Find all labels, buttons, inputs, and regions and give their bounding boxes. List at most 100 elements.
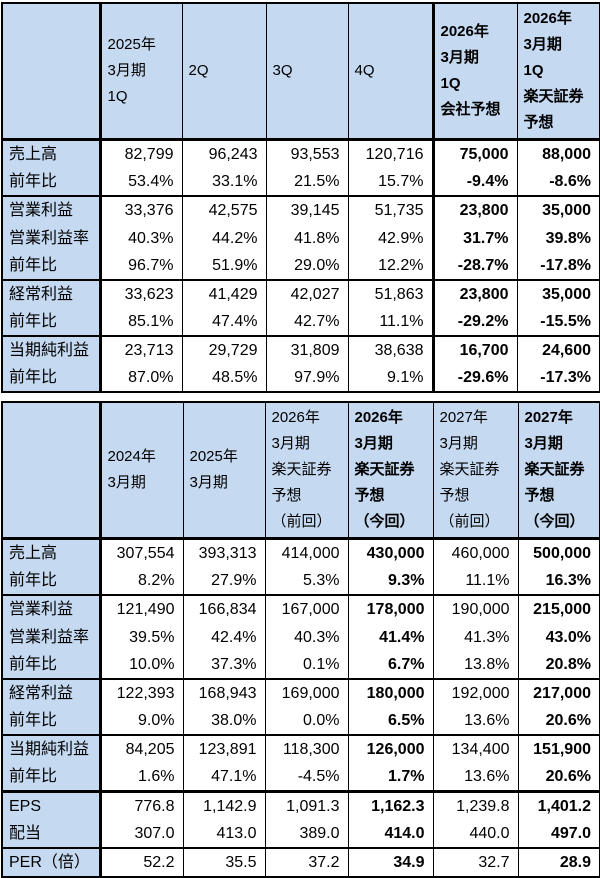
- value-cell: 123,891: [182, 734, 265, 763]
- value-cell: -29.2%: [431, 308, 517, 336]
- column-header-cell: 2027年 3月期 楽天証券 予想 （今回）: [517, 402, 600, 540]
- table-row: 前年比 87.0% 48.5% 97.9% 9.1% -29.6% -17.3%: [2, 364, 600, 392]
- value-cell: 41.4%: [347, 623, 433, 651]
- value-cell: 9.3%: [347, 567, 433, 595]
- value-cell: 6.5%: [347, 707, 433, 735]
- row-label-cell: 売上高: [2, 537, 100, 567]
- value-cell: 23,800: [431, 195, 517, 224]
- row-label-cell: 当期純利益: [2, 734, 100, 763]
- value-cell: 51,735: [347, 195, 433, 224]
- table-row: 前年比 10.0% 37.3% 0.1% 6.7% 13.8% 20.8%: [2, 651, 600, 679]
- value-cell: 37.2: [264, 847, 348, 877]
- value-cell: 96,243: [181, 138, 266, 168]
- value-cell: 42,027: [265, 279, 348, 308]
- value-cell: 33,376: [98, 195, 182, 224]
- value-cell: 389.0: [264, 820, 348, 848]
- row-label-cell: 前年比: [2, 763, 100, 792]
- table-row: 配当 307.0 413.0 389.0 414.0 440.0 497.0: [2, 820, 600, 848]
- value-cell: 15.7%: [347, 168, 433, 196]
- value-cell: -4.5%: [264, 763, 348, 792]
- value-cell: 31,809: [265, 335, 348, 364]
- value-cell: 1,142.9: [182, 790, 265, 820]
- table-row: 前年比 9.0% 38.0% 0.0% 6.5% 13.6% 20.6%: [2, 707, 600, 735]
- value-cell: 118,300: [264, 734, 348, 763]
- value-cell: 167,000: [264, 594, 348, 623]
- value-cell: 776.8: [98, 790, 183, 820]
- value-cell: 23,800: [431, 279, 517, 308]
- value-cell: 178,000: [347, 594, 433, 623]
- table-row: 前年比 8.2% 27.9% 5.3% 9.3% 11.1% 16.3%: [2, 567, 600, 595]
- value-cell: 180,000: [347, 678, 433, 707]
- row-label-cell: 売上高: [2, 138, 100, 168]
- value-cell: 33.1%: [181, 168, 266, 196]
- table-row: EPS 776.8 1,142.9 1,091.3 1,162.3 1,239.8 1,40…: [2, 790, 600, 820]
- value-cell: 40.3%: [264, 623, 348, 651]
- row-label-cell: 前年比: [2, 651, 100, 679]
- value-cell: 52.2: [98, 847, 183, 877]
- value-cell: 307,554: [98, 537, 183, 567]
- column-header-cell: 2026年 3月期 1Q 会社予想: [431, 3, 517, 141]
- value-cell: 6.7%: [347, 651, 433, 679]
- value-cell: 32.7: [432, 847, 518, 877]
- value-cell: 168,943: [182, 678, 265, 707]
- value-cell: 9.0%: [98, 707, 183, 735]
- value-cell: 93,553: [265, 138, 348, 168]
- value-cell: 20.6%: [517, 763, 600, 792]
- value-cell: 38,638: [347, 335, 433, 364]
- value-cell: 24,600: [516, 335, 600, 364]
- value-cell: 42.7%: [265, 308, 348, 336]
- row-label-cell: 営業利益率: [2, 224, 100, 252]
- value-cell: 1.7%: [347, 763, 433, 792]
- value-cell: 87.0%: [98, 364, 182, 392]
- value-cell: 35.5: [182, 847, 265, 877]
- column-header-cell: 2026年 3月期 楽天証券 予想 （今回）: [347, 402, 433, 540]
- value-cell: 23,713: [98, 335, 182, 364]
- value-cell: 43.0%: [517, 623, 600, 651]
- value-cell: 97.9%: [265, 364, 348, 392]
- value-cell: 393,313: [182, 537, 265, 567]
- value-cell: 40.3%: [98, 224, 182, 252]
- row-label-cell: 前年比: [2, 567, 100, 595]
- value-cell: 192,000: [432, 678, 518, 707]
- value-cell: 85.1%: [98, 308, 182, 336]
- column-header-cell: 2024年 3月期: [98, 402, 183, 540]
- value-cell: 34.9: [347, 847, 433, 877]
- value-cell: 215,000: [517, 594, 600, 623]
- table-row: 営業利益 33,376 42,575 39,145 51,735 23,800 35,000: [2, 195, 600, 224]
- value-cell: 16,700: [431, 335, 517, 364]
- value-cell: 497.0: [517, 820, 600, 848]
- value-cell: 1.6%: [98, 763, 183, 792]
- header-row: 2024年 3月期 2025年 3月期 2026年 3月期 楽天証券 予想 （前回）…: [2, 402, 600, 540]
- value-cell: 88,000: [516, 138, 600, 168]
- table-row: 営業利益率 39.5% 42.4% 40.3% 41.4% 41.3% 43.0%: [2, 623, 600, 651]
- value-cell: 53.4%: [98, 168, 182, 196]
- value-cell: -9.4%: [431, 168, 517, 196]
- corner-cell: [2, 3, 100, 141]
- column-header-cell: 2027年 3月期 楽天証券 予想 （前回）: [432, 402, 518, 540]
- value-cell: 460,000: [432, 537, 518, 567]
- row-label-cell: 配当: [2, 820, 100, 848]
- value-cell: 1,239.8: [432, 790, 518, 820]
- value-cell: 75,000: [431, 138, 517, 168]
- value-cell: 1,162.3: [347, 790, 433, 820]
- value-cell: 0.0%: [264, 707, 348, 735]
- value-cell: 13.6%: [432, 707, 518, 735]
- column-header-cell: 2026年 3月期 楽天証券 予想 （前回）: [264, 402, 348, 540]
- row-label-cell: EPS: [2, 790, 100, 820]
- value-cell: 82,799: [98, 138, 182, 168]
- table-row: 前年比 85.1% 47.4% 42.7% 11.1% -29.2% -15.5%: [2, 308, 600, 336]
- value-cell: 44.2%: [181, 224, 266, 252]
- value-cell: 29,729: [181, 335, 266, 364]
- column-header-cell: 2Q: [181, 3, 266, 141]
- value-cell: 11.1%: [347, 308, 433, 336]
- table-row: 当期純利益 84,205 123,891 118,300 126,000 134,400 1…: [2, 734, 600, 763]
- value-cell: 47.4%: [181, 308, 266, 336]
- value-cell: 126,000: [347, 734, 433, 763]
- value-cell: 9.1%: [347, 364, 433, 392]
- row-label-cell: 経常利益: [2, 279, 100, 308]
- row-label-cell: 営業利益: [2, 594, 100, 623]
- value-cell: 33,623: [98, 279, 182, 308]
- value-cell: 440.0: [432, 820, 518, 848]
- column-header-cell: 4Q: [347, 3, 433, 141]
- value-cell: 47.1%: [182, 763, 265, 792]
